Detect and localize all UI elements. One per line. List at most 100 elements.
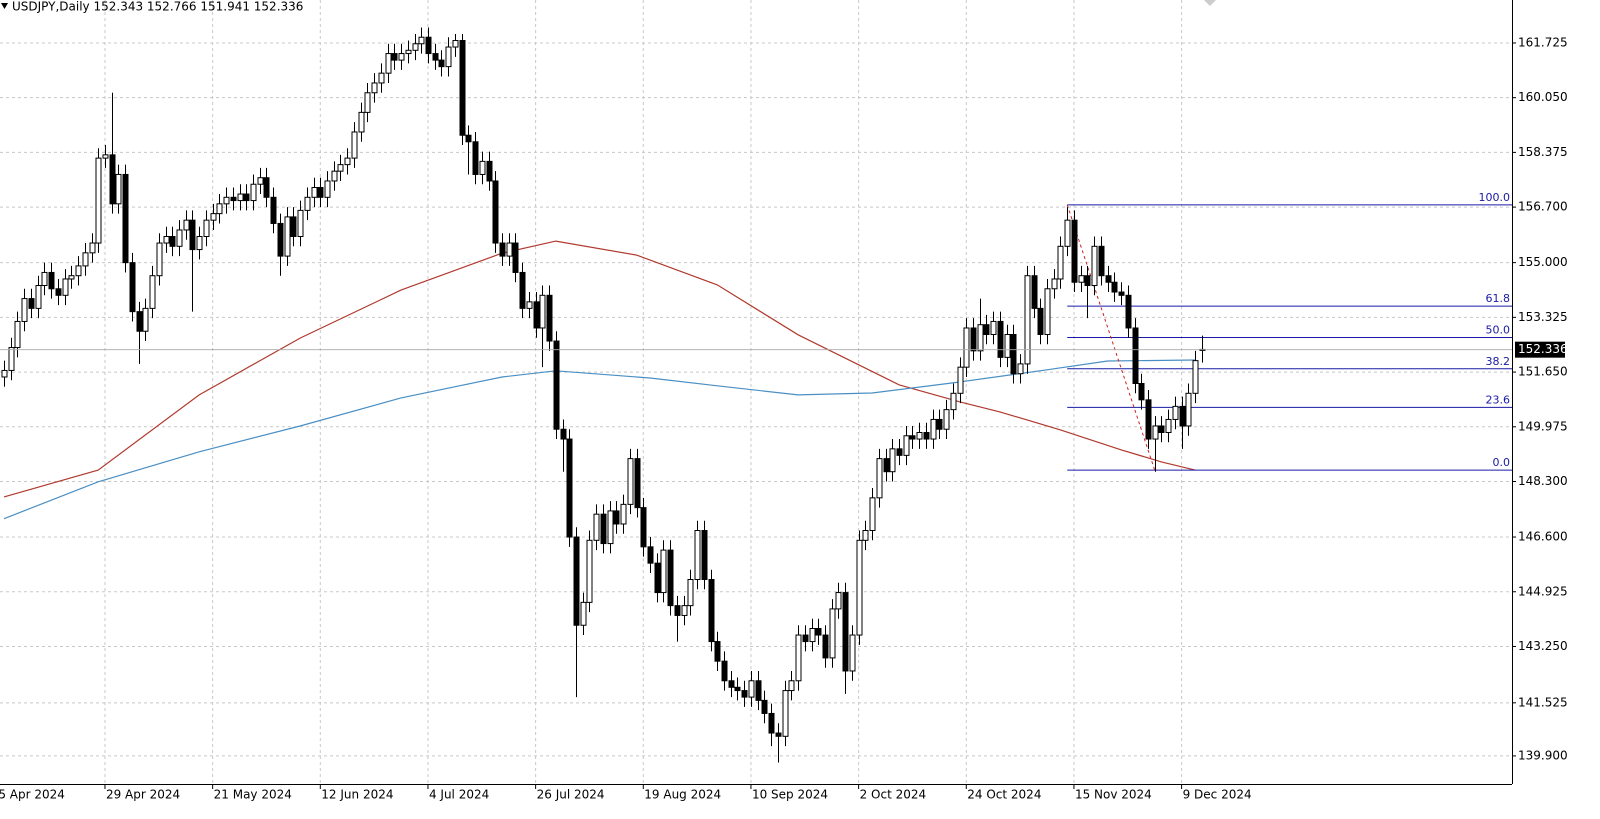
candle-body [1152,425,1159,440]
candle-body [337,164,344,172]
candle-body [398,53,405,61]
candle-body [28,298,35,309]
x-tick-label: 2 Oct 2024 [860,788,927,802]
candle-body [862,530,869,541]
candle-body [607,510,614,545]
candle-body [216,203,223,215]
candle-body [802,634,809,643]
y-tick-label: 153.325 [1518,310,1568,324]
candle-body [708,579,715,643]
candle-body [304,196,311,211]
candle-body [412,43,419,51]
y-tick-label: 144.925 [1518,584,1568,598]
candle-body [533,301,540,329]
candle-body [284,216,291,257]
candle-body [364,92,371,113]
candle-body [1037,307,1044,336]
candle-body [586,539,593,603]
candle-body [660,549,667,594]
candle-body [1185,392,1192,427]
candle-body [983,324,990,336]
candle-body [896,448,903,456]
fib-label: 23.6 [1486,393,1511,406]
candle-body [95,157,102,244]
grid [0,0,1512,784]
candle-body [196,236,203,251]
candle-body [418,36,425,45]
candle-body [68,275,75,280]
fib-label: 38.2 [1486,355,1511,368]
candle-body [869,497,876,532]
candle-body [963,327,970,368]
candle-body [768,712,775,734]
candle-body [856,539,863,636]
candle-body [506,242,513,257]
current-price-box [1515,341,1565,358]
candle-body [640,507,647,548]
candle-body [681,605,688,616]
candle-body [809,628,816,643]
x-tick-label: 12 Jun 2024 [321,788,393,802]
candle-body [748,680,755,698]
y-tick-label: 143.250 [1518,639,1568,653]
candle-body [1145,399,1152,440]
candle-body [1105,275,1112,283]
candle-body [243,193,250,202]
candle-body [1138,383,1145,401]
candle-body [391,53,398,61]
candle-body [486,160,493,182]
marker-icon [1204,0,1216,6]
candle-body [257,177,264,185]
candle-body [600,513,607,545]
candle-body [210,213,217,221]
candle-body [627,458,634,505]
candle-body [788,680,795,692]
candle-body [950,392,957,411]
candle-body [136,311,143,332]
candle-body [829,608,836,659]
candle-body [1118,291,1125,296]
candle-body [977,324,984,352]
candle-body [270,196,277,224]
candle-body [237,193,244,202]
candle-body [385,53,392,74]
candle-body [169,236,176,247]
candle-body [351,131,358,159]
candle-body [1084,275,1091,287]
candle-body [156,242,163,277]
candle-body [378,72,385,84]
y-tick-label: 149.975 [1518,419,1568,433]
candle-body [728,680,735,688]
candle-body [1031,275,1038,309]
candle-body [1057,245,1064,280]
candle-body [997,320,1004,358]
candle-body [694,530,701,581]
candle-body [1172,405,1179,420]
candle-body [311,187,318,198]
candle-body [647,546,654,564]
candle-body [14,320,21,349]
candle-body [479,160,486,175]
y-tick-label: 161.725 [1518,35,1568,49]
candle-body [230,196,237,202]
candle-body [405,49,412,55]
candle-body [755,680,762,701]
moving-average [3,240,1196,498]
candle-body [923,432,930,440]
candle-body [1051,278,1058,290]
plot: 100.0 61.8 50.0 38.2 23.6 0.0 [0,27,1512,763]
candle-body [1098,245,1105,277]
candle-body [1071,219,1078,283]
candle-body [1165,418,1172,434]
candle-body [593,513,600,541]
candle-body [1111,281,1118,293]
fib-label: 0.0 [1493,456,1511,469]
candle-body [580,601,587,626]
y-tick-label: 158.375 [1518,145,1568,159]
candle-body [445,46,452,68]
x-tick-label: 4 Jul 2024 [429,788,489,802]
candle-body [176,229,183,247]
candle-body [331,170,338,182]
candle-body [553,340,560,430]
